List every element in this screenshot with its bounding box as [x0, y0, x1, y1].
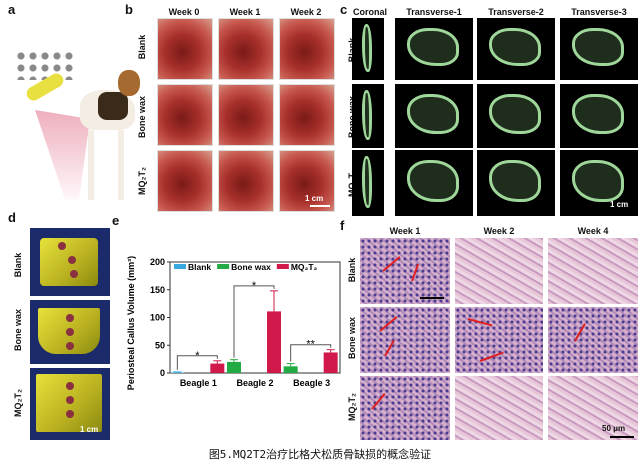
histology-image — [548, 238, 638, 304]
significance-bracket — [233, 285, 275, 358]
3d-bone-model — [30, 228, 110, 296]
surgery-photo — [218, 84, 274, 146]
bar — [267, 311, 281, 373]
row-label: Bone wax — [347, 317, 357, 360]
bar — [227, 361, 241, 373]
legend-swatch — [217, 264, 230, 269]
surgery-photo — [279, 18, 335, 80]
surgery-photo — [279, 84, 335, 146]
column-header: Week 1 — [389, 226, 421, 236]
micro-ct-image — [352, 150, 384, 216]
panel-label-a: a — [8, 2, 16, 17]
y-tick-label: 0 — [160, 368, 165, 378]
legend-label: Bone wax — [231, 262, 271, 272]
column-header: Transverse-3 — [571, 7, 627, 17]
bar — [170, 372, 185, 373]
panel-label-c: c — [340, 2, 348, 17]
scale-label: 1 cm — [610, 200, 629, 209]
significance-label: * — [252, 280, 257, 292]
surgery-photo — [157, 18, 213, 80]
3d-bone-model — [30, 368, 110, 440]
panel-label-e: e — [112, 213, 120, 228]
y-tick-label: 200 — [150, 257, 165, 267]
micro-ct-image — [395, 18, 473, 80]
row-label: Bone wax — [13, 309, 23, 352]
row-label: MQ₂T₂ — [347, 393, 357, 421]
micro-ct-image — [352, 84, 384, 148]
panel-label-d: d — [8, 210, 16, 225]
bar — [283, 366, 298, 373]
column-header: Week 4 — [577, 226, 609, 236]
histology-image — [360, 307, 450, 373]
micro-ct-image — [477, 18, 555, 80]
row-label: Blank — [137, 34, 147, 60]
y-tick-label: 100 — [150, 313, 165, 323]
bar — [210, 363, 225, 373]
column-header: Week 2 — [290, 7, 322, 17]
micro-ct-image — [477, 150, 555, 216]
bar — [323, 352, 338, 373]
micro-ct-image — [477, 84, 555, 148]
micro-ct-image — [352, 18, 384, 80]
surgery-photo — [157, 84, 213, 146]
column-header: Week 0 — [168, 7, 200, 17]
legend-label: MQ₂T₂ — [291, 262, 318, 272]
y-axis-label: Periosteal Callus Volume (mm³) — [126, 256, 136, 390]
surgery-photo — [157, 150, 213, 212]
column-header: Transverse-2 — [488, 7, 544, 17]
significance-bracket — [290, 344, 332, 362]
histology-image — [548, 307, 638, 373]
dog-illustration — [10, 30, 140, 210]
scale-label: 50 μm — [602, 424, 626, 433]
micro-ct-image — [560, 18, 638, 80]
row-label: MQ₂T₂ — [13, 389, 23, 417]
column-header: Transverse-1 — [406, 7, 462, 17]
row-label: Bone wax — [137, 96, 147, 139]
histology-image — [360, 376, 450, 440]
row-label: Blank — [13, 252, 23, 278]
histology-image — [455, 376, 543, 440]
significance-label: ** — [306, 339, 315, 351]
scale-label: 1 cm — [80, 425, 99, 434]
x-tick-label: Beagle 1 — [180, 378, 217, 388]
row-label: Blank — [347, 257, 357, 283]
figure-caption: 图5.MQ2T2治疗比格犬松质骨缺损的概念验证 — [208, 448, 432, 461]
column-header: Week 1 — [229, 7, 261, 17]
micro-ct-image — [560, 84, 638, 148]
surgery-photo — [218, 150, 274, 212]
legend-swatch — [276, 264, 289, 269]
micro-ct-image — [395, 84, 473, 148]
scale-label: 1 cm — [305, 194, 324, 203]
histology-image — [455, 307, 543, 373]
legend-swatch — [174, 264, 186, 269]
x-tick-label: Beagle 3 — [293, 378, 330, 388]
x-tick-label: Beagle 2 — [236, 378, 273, 388]
column-header: Week 2 — [483, 226, 515, 236]
y-tick-label: 50 — [155, 340, 165, 350]
row-label: MQ₂T₂ — [137, 167, 147, 195]
significance-bracket — [176, 355, 218, 370]
panel-label-b: b — [125, 2, 133, 17]
significance-label: * — [195, 350, 200, 362]
bar-chart: Periosteal Callus Volume (mm³) 0 50 100 150… — [126, 256, 341, 390]
column-header: Coronal — [352, 7, 387, 17]
panel-label-f: f — [340, 218, 345, 233]
3d-bone-model — [30, 300, 110, 364]
surgery-photo — [279, 150, 335, 212]
y-tick-label: 150 — [150, 285, 165, 295]
micro-ct-image — [560, 150, 638, 216]
legend-label: Blank — [188, 262, 211, 272]
histology-image — [455, 238, 543, 304]
surgery-photo — [218, 18, 274, 80]
micro-ct-image — [395, 150, 473, 216]
histology-image — [360, 238, 450, 304]
histology-image — [548, 376, 638, 440]
